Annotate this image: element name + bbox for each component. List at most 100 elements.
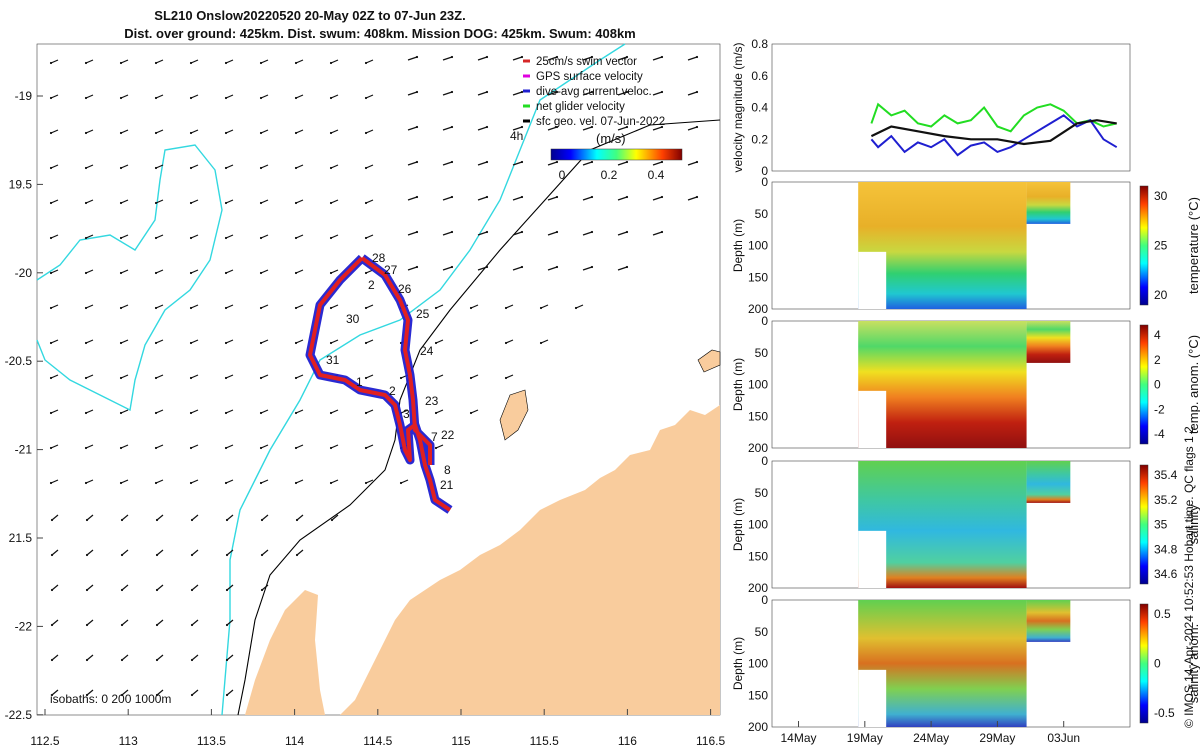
lon-tick-label: 113.5 [197, 734, 226, 748]
velocity-arrow-head [294, 96, 298, 100]
velocity-arrow [121, 689, 129, 696]
velocity-arrow [330, 199, 339, 204]
velocity-arrow [260, 129, 269, 134]
velocity-arrow-head [190, 518, 194, 522]
velocity-arrow-head [364, 411, 368, 415]
velocity-arrow [191, 689, 199, 696]
velocity-arrow-head [50, 693, 54, 697]
velocity-arrow-head [555, 265, 559, 269]
velocity-arrow-head [85, 658, 89, 662]
velocity-arrow [120, 479, 129, 484]
velocity-arrow-head [415, 195, 419, 199]
velocity-arrow-head [154, 131, 158, 135]
velocity-arrow-head [224, 166, 228, 170]
velocity-arrow [547, 161, 558, 166]
velocity-arrow-head [590, 55, 594, 59]
velocity-arrow [652, 196, 663, 201]
velocity-arrow-head [155, 658, 159, 662]
velocity-arrow-head [84, 306, 88, 310]
colorbar-label: (m/s) [596, 131, 626, 146]
y-tick-label: 100 [748, 378, 768, 392]
velocity-arrow [155, 304, 164, 309]
lat-tick-label: 19.5 [9, 177, 33, 191]
day-label: 8 [444, 463, 451, 477]
velocity-arrow [86, 654, 94, 661]
velocity-arrow [156, 654, 164, 661]
day-label: 1 [356, 375, 363, 389]
velocity-arrow-head [590, 90, 594, 94]
velocity-arrow-head [49, 131, 53, 135]
velocity-arrow-head [364, 341, 368, 345]
colorbar-tick: 0.2 [601, 168, 618, 182]
velocity-arrow-head [539, 341, 543, 345]
velocity-arrow [156, 549, 164, 556]
velocity-arrow-head [450, 160, 454, 164]
velocity-arrow [120, 94, 129, 99]
velocity-arrow-head [190, 623, 194, 627]
velocity-arrow-head [224, 376, 228, 380]
velocity-arrow-head [49, 306, 53, 310]
panel-1: 0 0.2 0.4 0.6 0.8 velocity magnitude (m/s) [731, 37, 1131, 178]
colorbar-tick-label: 0 [1154, 378, 1161, 392]
velocity-arrow-head [469, 411, 473, 415]
right-panels: 0 0.2 0.4 0.6 0.8 velocity magnitude (m/s) 0 50… [731, 37, 1200, 745]
velocity-arrow [190, 199, 199, 204]
velocity-arrow [582, 196, 593, 201]
velocity-arrow [120, 409, 129, 414]
velocity-arrow [155, 164, 164, 169]
velocity-arrow [505, 304, 514, 309]
velocity-arrow-head [189, 341, 193, 345]
velocity-arrow-head [520, 55, 524, 59]
velocity-arrow-head [224, 446, 228, 450]
velocity-arrow-head [155, 553, 159, 557]
velocity-arrow [85, 269, 94, 274]
velocity-arrow [260, 304, 269, 309]
velocity-arrow [365, 304, 374, 309]
velocity-arrow-head [329, 61, 333, 65]
velocity-arrow-head [189, 61, 193, 65]
velocity-arrow-head [364, 166, 368, 170]
colorbar-tick-label: -0.5 [1154, 706, 1175, 720]
velocity-arrow-head [119, 271, 123, 275]
velocity-arrow-head [590, 125, 594, 129]
velocity-arrow-head [225, 623, 229, 627]
velocity-arrow [582, 126, 593, 131]
velocity-arrow [407, 161, 418, 166]
colorbar-tick-label: 35 [1154, 518, 1168, 532]
velocity-arrow-head [695, 90, 699, 94]
velocity-arrow-head [329, 131, 333, 135]
velocity-arrow-head [294, 236, 298, 240]
velocity-arrow-head [434, 306, 438, 310]
y-axis-label: velocity magnitude (m/s) [731, 42, 745, 172]
velocity-arrow-head [155, 623, 159, 627]
velocity-arrow-head [259, 481, 263, 485]
velocity-arrow-head [520, 195, 524, 199]
peninsula [245, 590, 325, 715]
y-tick-label: 200 [748, 441, 768, 455]
section-field [858, 182, 1027, 309]
y-tick-label: 0 [761, 164, 768, 178]
velocity-arrow-head [190, 693, 194, 697]
velocity-arrow-head [485, 195, 489, 199]
velocity-arrow-head [49, 201, 53, 205]
velocity-arrow-head [155, 518, 159, 522]
velocity-arrow-head [590, 195, 594, 199]
velocity-arrow-head [225, 518, 229, 522]
velocity-arrow [155, 59, 164, 64]
velocity-arrow [540, 304, 549, 309]
velocity-arrow [617, 161, 628, 166]
velocity-arrow [407, 266, 418, 271]
title-line-2: Dist. over ground: 425km. Dist. swum: 40… [124, 26, 636, 41]
velocity-arrow [50, 374, 59, 379]
velocity-arrow [50, 409, 59, 414]
section-gap [858, 669, 887, 727]
day-label: 23 [425, 394, 439, 408]
velocity-arrow-head [504, 376, 508, 380]
day-label: 22 [441, 428, 455, 442]
velocity-arrow [155, 374, 164, 379]
velocity-arrow [190, 339, 199, 344]
velocity-arrow [50, 94, 59, 99]
velocity-arrow [295, 59, 304, 64]
velocity-arrow [547, 91, 558, 96]
velocity-arrow [477, 56, 488, 61]
